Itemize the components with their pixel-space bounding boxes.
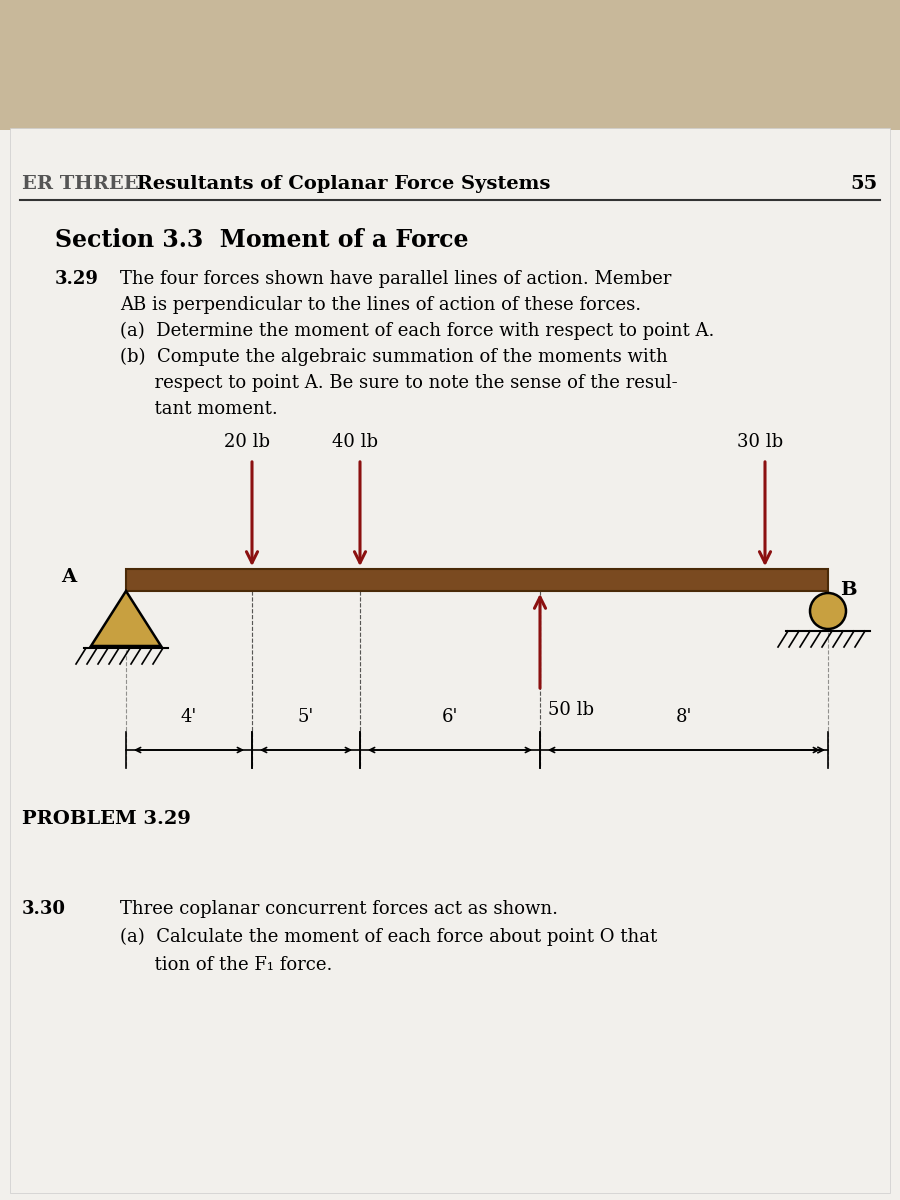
Text: (a)  Determine the moment of each force with respect to point A.: (a) Determine the moment of each force w… (120, 322, 715, 341)
FancyBboxPatch shape (10, 128, 890, 1193)
Bar (0, 130, 900, 1200)
Text: 20 lb: 20 lb (224, 433, 270, 451)
Text: (b)  Compute the algebraic summation of the moments with: (b) Compute the algebraic summation of t… (120, 348, 668, 366)
Text: 5': 5' (298, 708, 314, 726)
Bar (126, 569, 828, 590)
Text: 8': 8' (676, 708, 692, 726)
Text: The four forces shown have parallel lines of action. Member: The four forces shown have parallel line… (120, 270, 671, 288)
Bar (0, 0, 900, 155)
Text: Section 3.3  Moment of a Force: Section 3.3 Moment of a Force (55, 228, 469, 252)
Text: 3.29: 3.29 (55, 270, 99, 288)
Text: 50 lb: 50 lb (548, 701, 594, 719)
Text: A: A (61, 568, 76, 586)
Text: PROBLEM 3.29: PROBLEM 3.29 (22, 810, 191, 828)
Text: AB is perpendicular to the lines of action of these forces.: AB is perpendicular to the lines of acti… (120, 296, 641, 314)
Circle shape (810, 593, 846, 629)
Text: Resultants of Coplanar Force Systems: Resultants of Coplanar Force Systems (130, 175, 551, 193)
Text: respect to point A. Be sure to note the sense of the resul-: respect to point A. Be sure to note the … (120, 374, 678, 392)
Text: 6': 6' (442, 708, 458, 726)
Text: 30 lb: 30 lb (737, 433, 783, 451)
Text: tion of the F₁ force.: tion of the F₁ force. (120, 956, 332, 974)
Text: Three coplanar concurrent forces act as shown.: Three coplanar concurrent forces act as … (120, 900, 558, 918)
Text: 55: 55 (850, 175, 878, 193)
Polygon shape (91, 590, 161, 646)
Text: 4': 4' (181, 708, 197, 726)
Text: ER THREE: ER THREE (22, 175, 139, 193)
Text: tant moment.: tant moment. (120, 400, 278, 418)
Text: B: B (840, 581, 857, 599)
Text: (a)  Calculate the moment of each force about point O that: (a) Calculate the moment of each force a… (120, 928, 657, 947)
Text: 3.30: 3.30 (22, 900, 66, 918)
Text: 40 lb: 40 lb (332, 433, 378, 451)
